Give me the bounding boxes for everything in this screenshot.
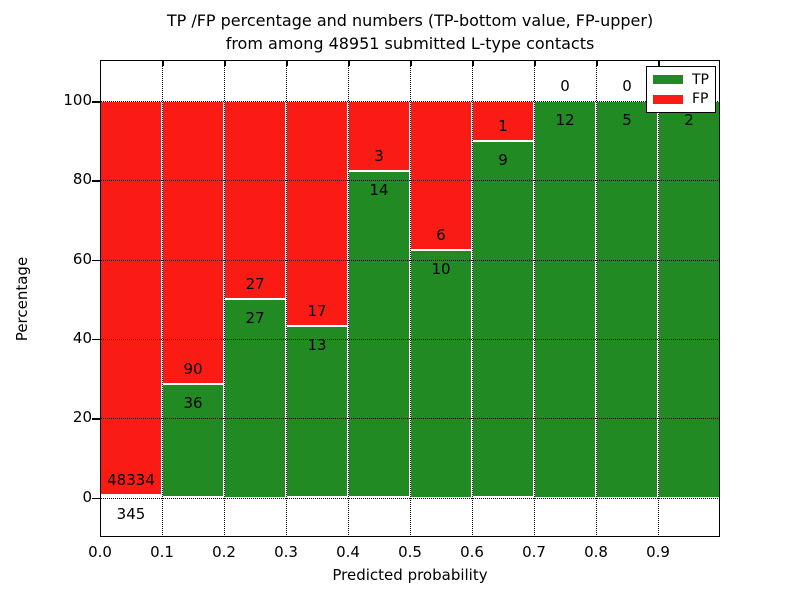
fp-count-label: 6 [436,225,446,244]
tp-count-label: 36 [183,394,203,413]
tp-count-label: 2 [684,111,694,129]
fp-bar-segment [348,101,410,171]
tp-count-label: 12 [555,111,575,129]
tp-legend-swatch [653,75,683,85]
v-gridline [224,60,225,537]
x-tick-label: 0.4 [336,543,360,561]
legend: TP FP [646,66,716,113]
fp-bar-segment [224,101,286,300]
fp-count-label: 27 [245,275,265,294]
x-tick-mark [286,60,288,66]
v-gridline [534,60,535,537]
fp-count-label: 17 [307,301,327,320]
v-gridline [596,60,597,537]
fp-legend-swatch [653,94,683,104]
tp-bar-segment [286,325,348,498]
tp-bar-segment [658,101,720,498]
tp-count-label: 9 [498,150,508,169]
tp-bar-segment [162,384,224,498]
chart-title: TP /FP percentage and numbers (TP-bottom… [100,9,720,55]
x-tick-mark [596,60,598,66]
fp-count-label: 90 [183,360,203,379]
y-tick-label: 20 [72,408,92,427]
v-gridline [472,60,473,537]
y-tick-mark [92,180,100,182]
x-tick-label: 0.0 [88,543,112,561]
y-tick-label: 0 [82,487,92,506]
y-tick-label: 80 [72,170,92,189]
h-gridline [100,418,720,420]
fp-count-label: 3 [374,146,384,165]
tp-count-label: 5 [622,111,632,129]
fp-count-label: 0 [560,77,570,95]
y-tick-label: 60 [72,249,92,268]
legend-entry-fp: FP [647,92,715,106]
y-tick-mark [92,338,100,341]
tp-count-label: 13 [307,335,327,354]
tp-count-label: 27 [245,309,265,328]
legend-entry-tp: TP [647,73,715,87]
tp-bar-segment [348,170,410,498]
x-tick-mark [224,60,226,66]
h-gridline [100,180,720,182]
x-axis-label: Predicted probability [332,566,488,584]
x-tick-label: 0.9 [646,543,670,561]
x-tick-mark [348,60,350,66]
v-gridline [658,60,659,537]
tp-count-label: 14 [369,180,389,199]
tp-bar-segment [596,101,658,498]
h-gridline [100,259,720,261]
tp-bar-segment [224,299,286,498]
y-tick-mark [92,101,100,103]
tp-count-label: 10 [431,259,451,278]
fp-bar-segment [410,101,472,250]
x-tick-label: 0.2 [212,543,236,561]
x-tick-label: 0.6 [460,543,484,561]
x-tick-label: 0.7 [522,543,546,561]
y-tick-label: 100 [63,91,92,109]
x-tick-mark [162,60,164,66]
v-gridline [348,60,349,537]
tp-legend-label: TP [692,71,709,88]
fp-count-label: 0 [622,77,632,95]
v-gridline [410,60,411,537]
chart-title-line1: TP /FP percentage and numbers (TP-bottom… [166,11,654,30]
tp-count-label: 345 [116,504,146,523]
fp-legend-label: FP [692,91,709,108]
x-tick-mark [410,60,412,66]
x-tick-mark [472,60,474,66]
y-tick-label: 40 [72,328,92,347]
fp-bar-segment [162,101,224,385]
x-tick-mark [534,60,536,66]
y-tick-mark [92,497,100,499]
fp-bar-segment [286,101,348,326]
v-gridline [286,60,287,537]
tp-bar-segment [472,140,534,498]
x-tick-label: 0.5 [398,543,422,561]
tp-bar-segment [410,249,472,498]
x-tick-mark [658,60,660,66]
h-gridline [100,338,720,340]
h-gridline [100,497,720,499]
x-tick-label: 0.3 [274,543,298,561]
y-tick-mark [92,259,100,262]
v-gridline [162,60,163,537]
x-tick-label: 0.1 [150,543,174,561]
tp-bar-segment [534,101,596,498]
h-gridline [100,101,720,102]
fp-bar-segment [100,101,162,495]
fp-count-label: 1 [498,116,508,135]
x-tick-label: 0.8 [584,543,608,561]
y-tick-mark [92,418,100,420]
fp-count-label: 48334 [107,470,155,489]
chart-title-line2: from among 48951 submitted L-type contac… [225,34,595,53]
